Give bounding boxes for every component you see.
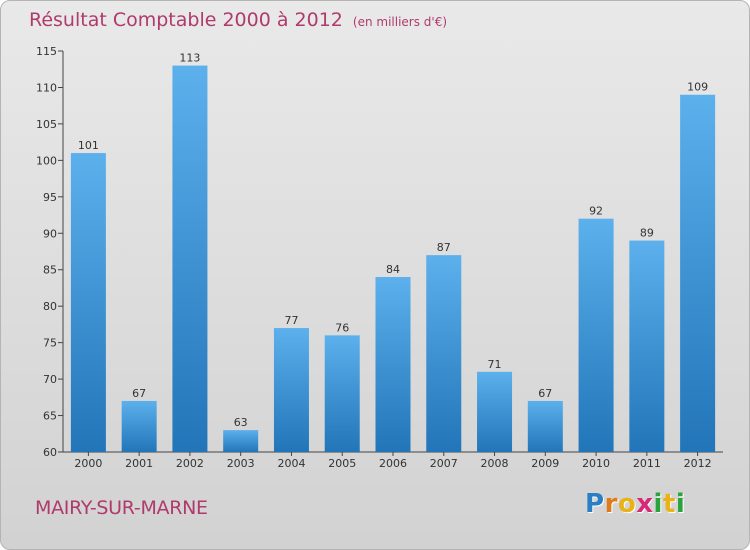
bar-2007 — [426, 255, 462, 452]
value-label-2003: 63 — [234, 416, 248, 429]
bar-2008 — [477, 371, 513, 452]
proxiti-logo[interactable]: Proxiti — [585, 489, 685, 519]
value-label-2007: 87 — [437, 241, 451, 254]
value-label-2006: 84 — [386, 263, 400, 276]
y-tick-label: 80 — [43, 300, 57, 313]
x-tick-label: 2002 — [176, 457, 204, 470]
logo-letter: i — [653, 489, 663, 519]
y-tick-label: 110 — [36, 81, 57, 94]
logo-letter: P — [585, 489, 605, 519]
x-tick-label: 2011 — [633, 457, 661, 470]
logo-letter: o — [617, 489, 637, 519]
value-label-2001: 67 — [132, 387, 146, 400]
value-label-2008: 71 — [488, 358, 502, 371]
chart-subtitle: (en milliers d'€) — [352, 15, 448, 29]
logo-letter: r — [604, 489, 618, 519]
x-tick-label: 2009 — [531, 457, 559, 470]
bar-2010 — [578, 218, 614, 452]
bar-2003 — [223, 430, 259, 452]
x-tick-label: 2007 — [430, 457, 458, 470]
y-tick-label: 95 — [43, 191, 57, 204]
x-tick-label: 2001 — [125, 457, 153, 470]
logo-letter: t — [662, 489, 676, 519]
value-label-2010: 92 — [589, 205, 603, 218]
x-tick-label: 2000 — [74, 457, 102, 470]
x-tick-label: 2012 — [684, 457, 712, 470]
x-tick-label: 2010 — [582, 457, 610, 470]
y-tick-label: 60 — [43, 446, 57, 459]
bar-2011 — [629, 240, 665, 452]
x-tick-label: 2006 — [379, 457, 407, 470]
value-label-2000: 101 — [78, 139, 99, 152]
value-label-2004: 77 — [284, 314, 298, 327]
bar-2009 — [527, 400, 563, 452]
value-label-2005: 76 — [335, 321, 349, 334]
y-tick-label: 100 — [36, 154, 57, 167]
bar-2012 — [680, 94, 716, 452]
title-text: Résultat Comptable 2000 à 2012 — [29, 9, 343, 31]
x-tick-label: 2005 — [328, 457, 356, 470]
bar-2001 — [121, 400, 157, 452]
y-tick-label: 115 — [36, 45, 57, 58]
y-tick-label: 70 — [43, 373, 57, 386]
bar-2006 — [375, 277, 411, 452]
value-label-2002: 113 — [179, 52, 200, 65]
x-tick-label: 2003 — [227, 457, 255, 470]
bars-group: 101 67 113 63 77 76 84 87 71 67 92 89 109 — [70, 52, 716, 452]
value-label-2009: 67 — [538, 387, 552, 400]
x-tick-label: 2008 — [481, 457, 509, 470]
bar-2004 — [273, 328, 309, 452]
bar-2002 — [172, 65, 208, 452]
y-tick-label: 90 — [43, 227, 57, 240]
logo-letter: x — [636, 489, 654, 519]
value-label-2011: 89 — [640, 227, 654, 240]
value-label-2012: 109 — [687, 81, 708, 94]
y-tick-label: 65 — [43, 410, 57, 423]
bar-2005 — [324, 335, 360, 452]
x-tick-label: 2004 — [277, 457, 305, 470]
bar-2000 — [70, 153, 106, 452]
y-tick-label: 85 — [43, 264, 57, 277]
chart-title: Résultat Comptable 2000 à 2012 (en millie… — [29, 9, 447, 31]
commune-name: MAIRY-SUR-MARNE — [35, 497, 208, 519]
logo-letter: i — [675, 489, 686, 519]
y-tick-label: 105 — [36, 118, 57, 131]
y-tick-label: 75 — [43, 337, 57, 350]
